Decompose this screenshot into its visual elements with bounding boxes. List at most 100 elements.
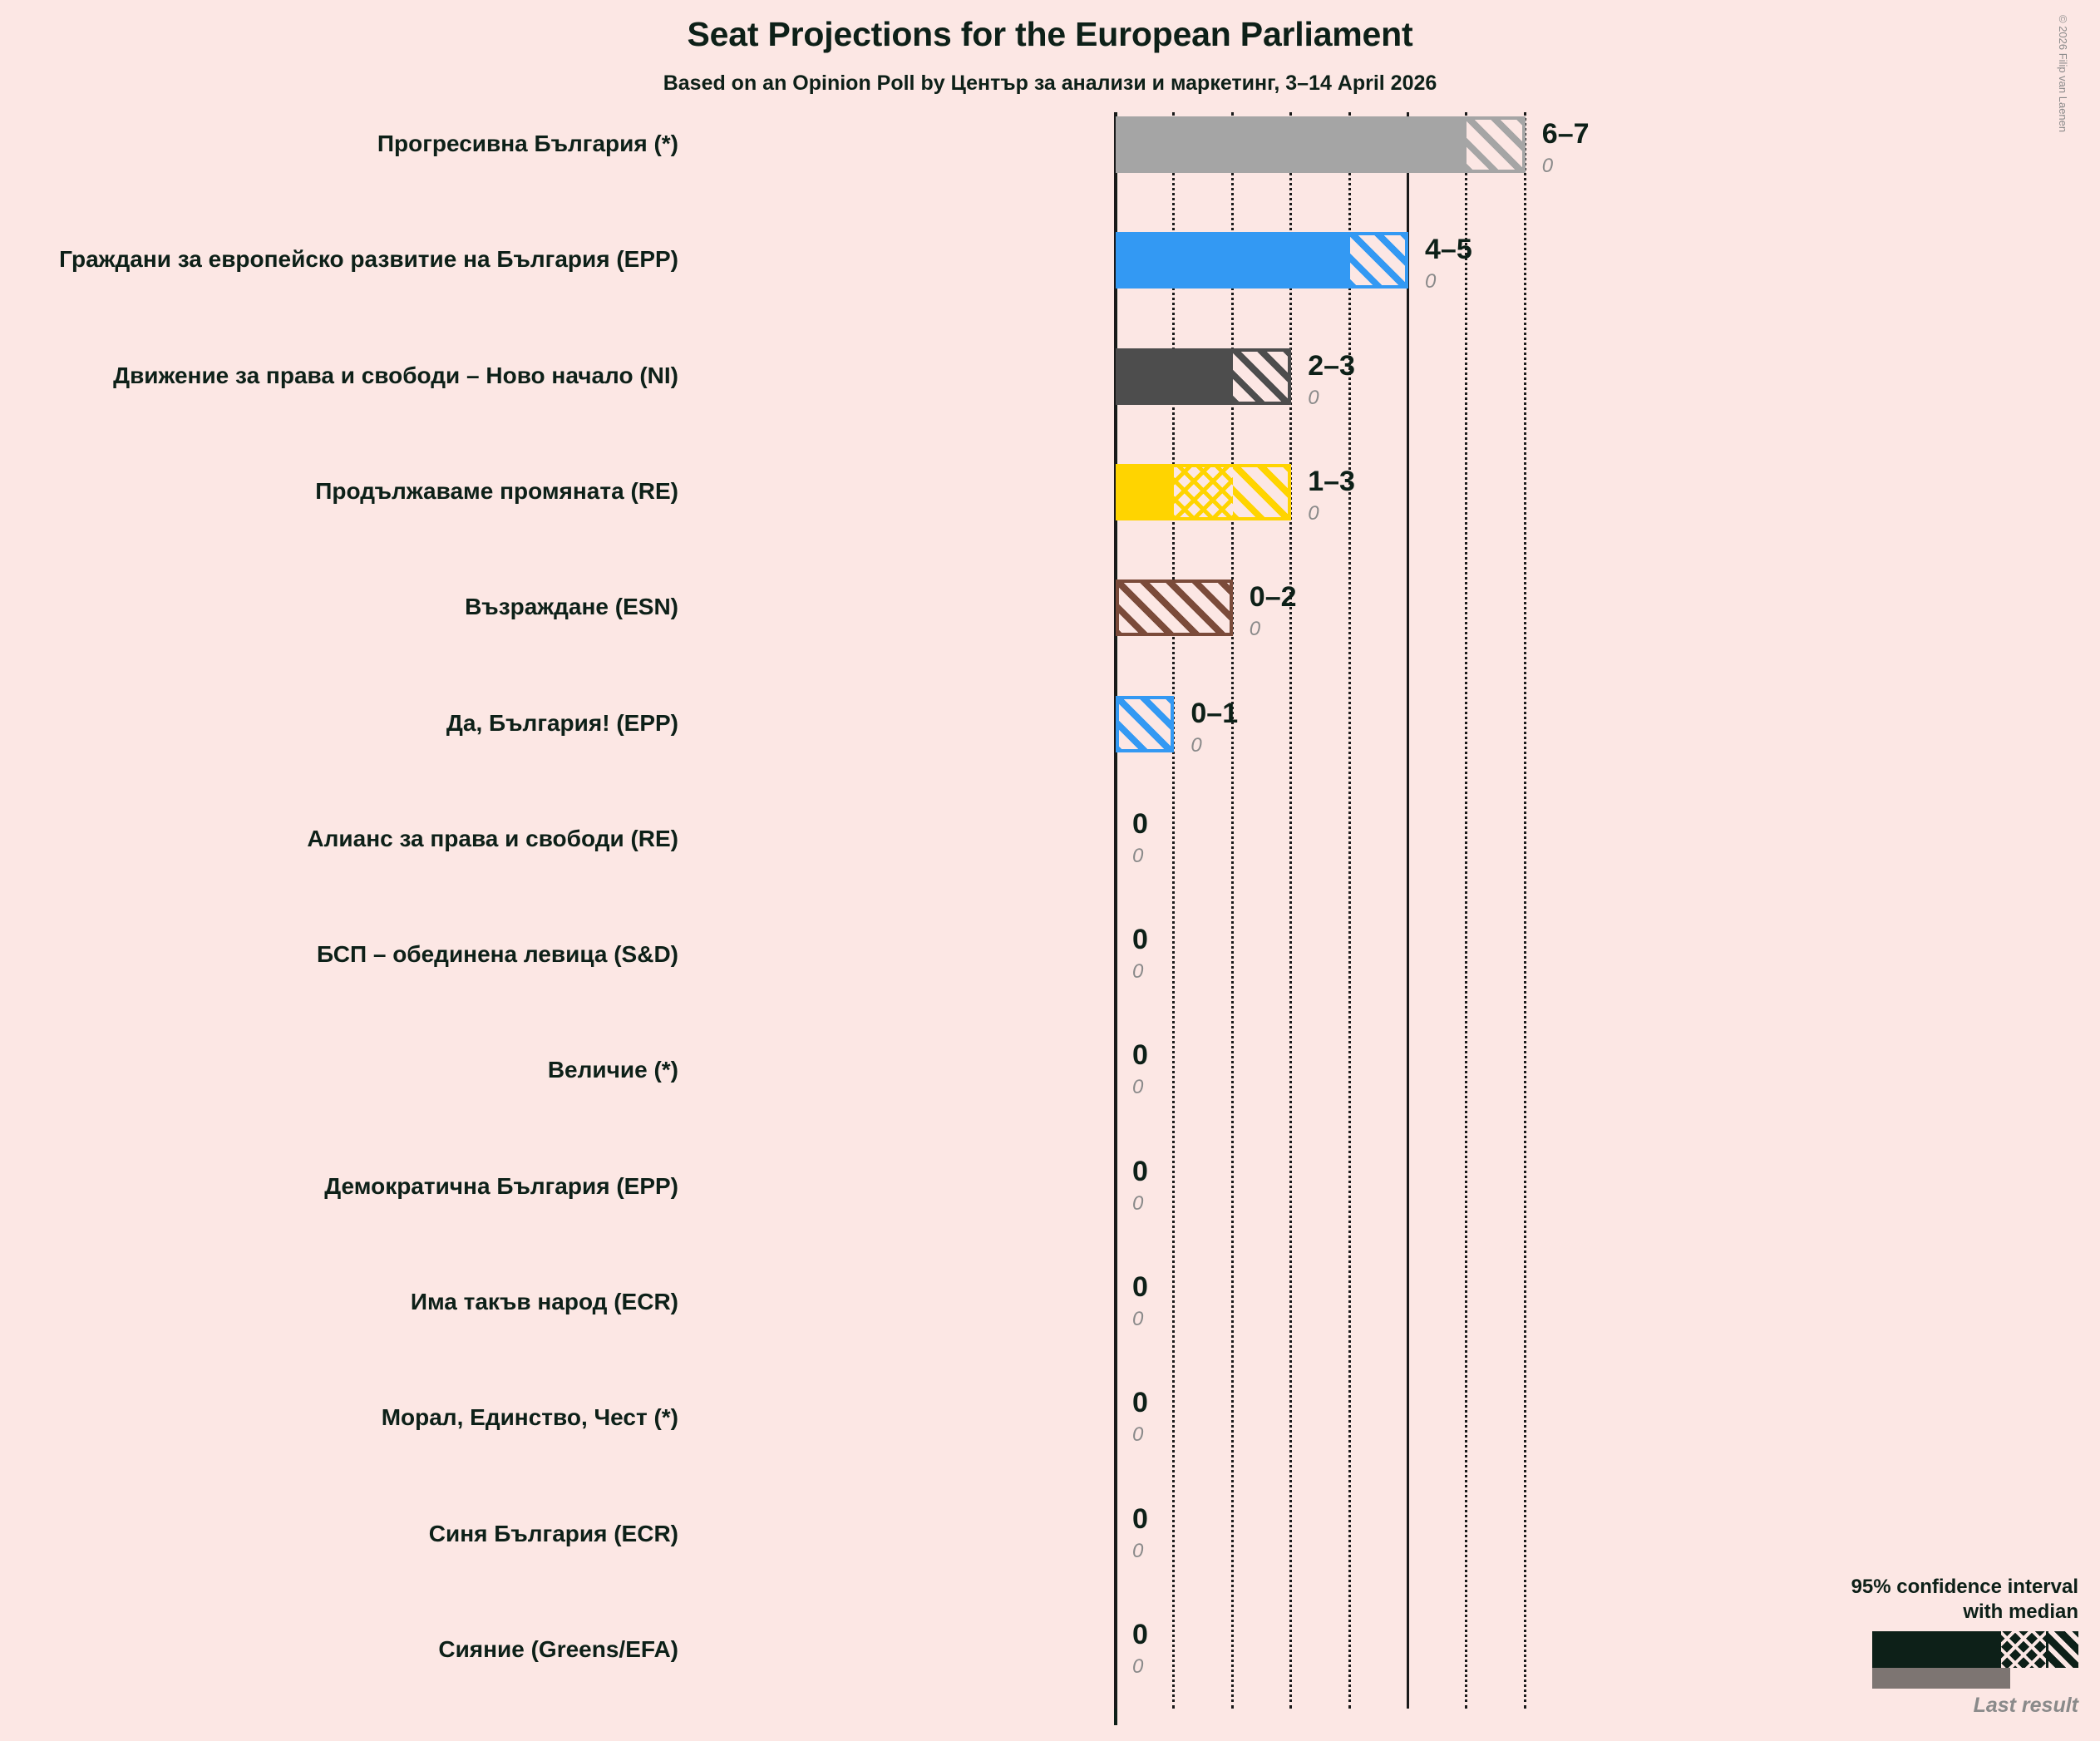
bar-segment-crosshatch	[1174, 463, 1233, 520]
value-label: 0–2	[1249, 581, 1297, 614]
value-label: 0	[1132, 1271, 1148, 1303]
confidence-interval-bar	[1116, 580, 1233, 637]
bar-row: Възраждане (ESN) 0–2 0	[0, 580, 2100, 640]
legend-sample-bar	[1872, 1631, 2078, 1668]
bar-row: Морал, Единство, Чест (*) 0 0	[0, 1387, 2100, 1447]
value-label: 4–5	[1425, 234, 1472, 266]
party-label: Морал, Единство, Чест (*)	[381, 1404, 678, 1431]
last-result-label: 0	[1308, 386, 1319, 409]
last-result-label: 0	[1132, 1539, 1144, 1562]
bar-row: Прогресивна България (*) 6–7 0	[0, 116, 2100, 177]
bar-segment-hatch	[1467, 116, 1526, 173]
bar-row: БСП – обединена левица (S&D) 0 0	[0, 924, 2100, 984]
value-label: 0	[1132, 1618, 1148, 1650]
confidence-interval-bar	[1116, 116, 1526, 173]
legend-last-result-label: Last result	[1973, 1694, 2078, 1717]
last-result-label: 0	[1132, 1423, 1144, 1447]
gridline-4	[1348, 112, 1351, 1709]
value-label: 0	[1132, 807, 1148, 840]
party-label: Има такъв народ (ECR)	[410, 1289, 678, 1314]
gridline-6	[1465, 112, 1468, 1709]
gridline-3	[1289, 112, 1293, 1709]
legend-line-1: 95% confidence interval	[1851, 1576, 2078, 1599]
legend-bar-crosshatch	[2001, 1631, 2046, 1668]
gridline-2	[1230, 112, 1234, 1709]
bar-outline	[1116, 695, 1175, 752]
bar-segment-hatch	[1116, 695, 1175, 752]
bar-segment-hatch	[1232, 463, 1292, 520]
bar-outline	[1116, 580, 1233, 637]
bar-segment-hatch	[1349, 232, 1408, 289]
last-result-label: 0	[1132, 1076, 1144, 1099]
value-label: 0	[1132, 1039, 1148, 1072]
gridline-1	[1172, 112, 1176, 1709]
last-result-label: 0	[1132, 1655, 1144, 1678]
legend-bar-hatch	[2046, 1631, 2078, 1668]
bar-outline	[1116, 348, 1292, 405]
confidence-interval-bar	[1116, 348, 1292, 405]
bar-segment-solid	[1116, 116, 1467, 173]
last-result-label: 0	[1249, 618, 1261, 641]
bar-segment-hatch	[1232, 348, 1292, 405]
party-label: Да, България! (EPP)	[446, 709, 678, 736]
bar-row: Сияние (Greens/EFA) 0 0	[0, 1618, 2100, 1679]
value-label: 0	[1132, 1387, 1148, 1419]
party-label: БСП – обединена левица (S&D)	[316, 941, 678, 968]
gridline-7	[1523, 112, 1526, 1709]
last-result-label: 0	[1132, 960, 1144, 984]
bar-row: Величие (*) 0 0	[0, 1039, 2100, 1099]
bar-segment-hatch	[1116, 580, 1233, 637]
legend-title: 95% confidence interval with median	[1851, 1575, 2078, 1624]
bar-row: Да, България! (EPP) 0–1 0	[0, 695, 2100, 757]
legend-last-result-bar	[1872, 1668, 2010, 1689]
party-label: Продължаваме промяната (RE)	[315, 477, 678, 504]
party-label: Прогресивна България (*)	[377, 131, 678, 156]
value-label: 0	[1132, 1502, 1148, 1535]
bar-segment-solid	[1116, 232, 1350, 289]
party-label: Сияние (Greens/EFA)	[438, 1635, 678, 1662]
bar-row: Граждани за европейско развитие на Бълга…	[0, 232, 2100, 293]
bar-row: Демократична България (EPP) 0 0	[0, 1155, 2100, 1216]
party-label: Синя България (ECR)	[428, 1520, 678, 1546]
legend-line-2: with median	[1963, 1600, 2078, 1623]
value-label: 0	[1132, 1155, 1148, 1187]
value-label: 0	[1132, 924, 1148, 956]
party-label: Величие (*)	[547, 1057, 678, 1083]
gridline-5	[1407, 112, 1409, 1709]
legend: 95% confidence interval with median Last…	[1851, 1575, 2078, 1718]
last-result-label: 0	[1132, 1308, 1144, 1330]
last-result-label: 0	[1425, 270, 1437, 293]
party-label: Демократична България (EPP)	[324, 1172, 678, 1199]
value-label: 2–3	[1308, 349, 1355, 382]
bar-row: Има такъв народ (ECR) 0 0	[0, 1271, 2100, 1331]
last-result-label: 0	[1308, 501, 1319, 525]
bar-row: Алианс за права и свободи (RE) 0 0	[0, 807, 2100, 868]
page-title: Seat Projections for the European Parlia…	[687, 15, 1413, 53]
bar-segment-solid	[1116, 348, 1233, 405]
bar-row: Движение за права и свободи – Ново начал…	[0, 348, 2100, 409]
party-label: Движение за права и свободи – Ново начал…	[113, 362, 678, 388]
gridline-0	[1114, 112, 1117, 1709]
page-subtitle: Based on an Opinion Poll by Център за ан…	[663, 72, 1437, 95]
party-label: Възраждане (ESN)	[465, 594, 678, 620]
value-label: 1–3	[1308, 465, 1355, 497]
confidence-interval-bar	[1116, 463, 1292, 520]
party-label: Алианс за права и свободи (RE)	[307, 825, 678, 851]
bar-outline	[1116, 232, 1408, 289]
value-label: 0–1	[1190, 697, 1239, 729]
value-label: 6–7	[1541, 118, 1590, 150]
last-result-label: 0	[1132, 844, 1144, 867]
last-result-label: 0	[1541, 155, 1554, 177]
bar-row: Продължаваме промяната (RE) 1–3 0	[0, 463, 2100, 525]
party-label: Граждани за европейско развитие на Бълга…	[59, 246, 678, 273]
bar-segment-solid	[1116, 463, 1175, 520]
last-result-label: 0	[1132, 1191, 1144, 1215]
bar-row: Синя България (ECR) 0 0	[0, 1503, 2100, 1563]
confidence-interval-bar	[1116, 695, 1175, 752]
bar-outline	[1116, 116, 1526, 173]
confidence-interval-bar	[1116, 232, 1408, 289]
bar-outline	[1116, 463, 1292, 520]
last-result-label: 0	[1190, 733, 1202, 757]
